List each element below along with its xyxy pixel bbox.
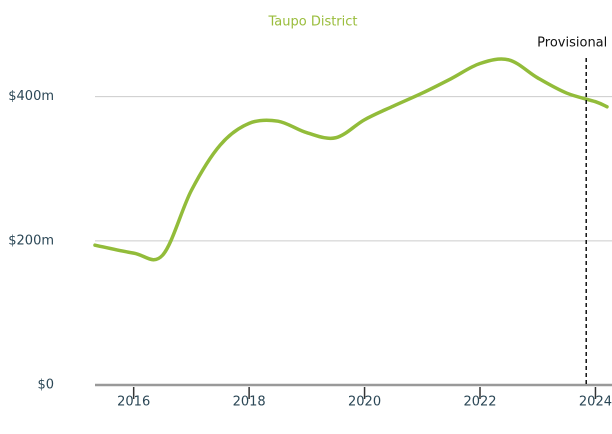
y-tick-label: $400m xyxy=(8,89,54,104)
y-tick-label: $0 xyxy=(37,378,54,393)
x-tick-label: 2016 xyxy=(117,395,150,410)
x-tick-label: 2020 xyxy=(348,395,381,410)
chart-title: Taupo District xyxy=(267,15,357,30)
y-tick-label: $200m xyxy=(8,233,54,248)
x-tick-label: 2024 xyxy=(579,395,612,410)
x-tick-label: 2022 xyxy=(463,395,496,410)
line xyxy=(93,57,609,262)
annotation: Provisional xyxy=(537,36,607,51)
x-tick-label: 2018 xyxy=(233,395,266,410)
